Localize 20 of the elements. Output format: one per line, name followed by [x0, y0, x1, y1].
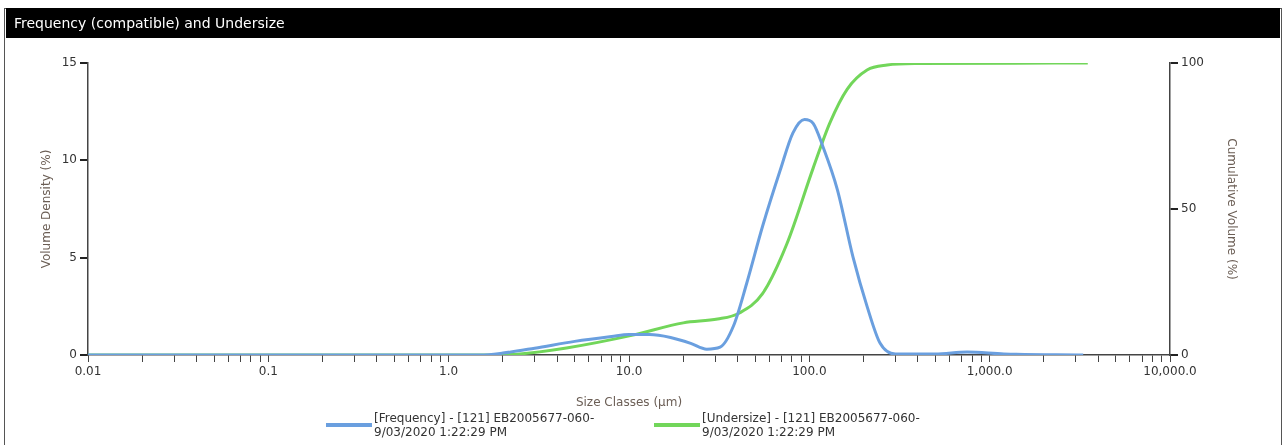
- y-tick-label: 0: [69, 347, 77, 362]
- y-tick-label: 5: [69, 249, 77, 264]
- y-axis-title: Volume Density (%): [39, 149, 54, 269]
- y-tick-label: 15: [61, 55, 77, 70]
- x-axis-title: Size Classes (µm): [575, 394, 683, 409]
- legend-label: [Undersize] - [121] EB2005677-060-9/03/2020 1:22:29 PM: [702, 411, 921, 439]
- x-tick-label: 0.01: [74, 364, 102, 379]
- x-tick-label: 10,000.0: [1143, 364, 1197, 379]
- x-tick-label: 1.0: [439, 364, 459, 379]
- x-tick-label: 0.1: [258, 364, 278, 379]
- x-tick-label: 10.0: [615, 364, 643, 379]
- y2-axis-title: Cumulative Volume (%): [1224, 138, 1239, 280]
- x-tick-label: 100.0: [792, 364, 827, 379]
- chart-title: Frequency (compatible) and Undersize: [6, 8, 1280, 38]
- x-tick-label: 1,000.0: [966, 364, 1013, 379]
- y2-tick-label: 100: [1181, 55, 1204, 70]
- legend-label: [Frequency] - [121] EB2005677-060-9/03/2020 1:22:29 PM: [374, 411, 596, 439]
- y2-tick-label: 50: [1181, 201, 1197, 216]
- y-tick-label: 10: [61, 152, 77, 167]
- y2-tick-label: 0: [1181, 347, 1189, 362]
